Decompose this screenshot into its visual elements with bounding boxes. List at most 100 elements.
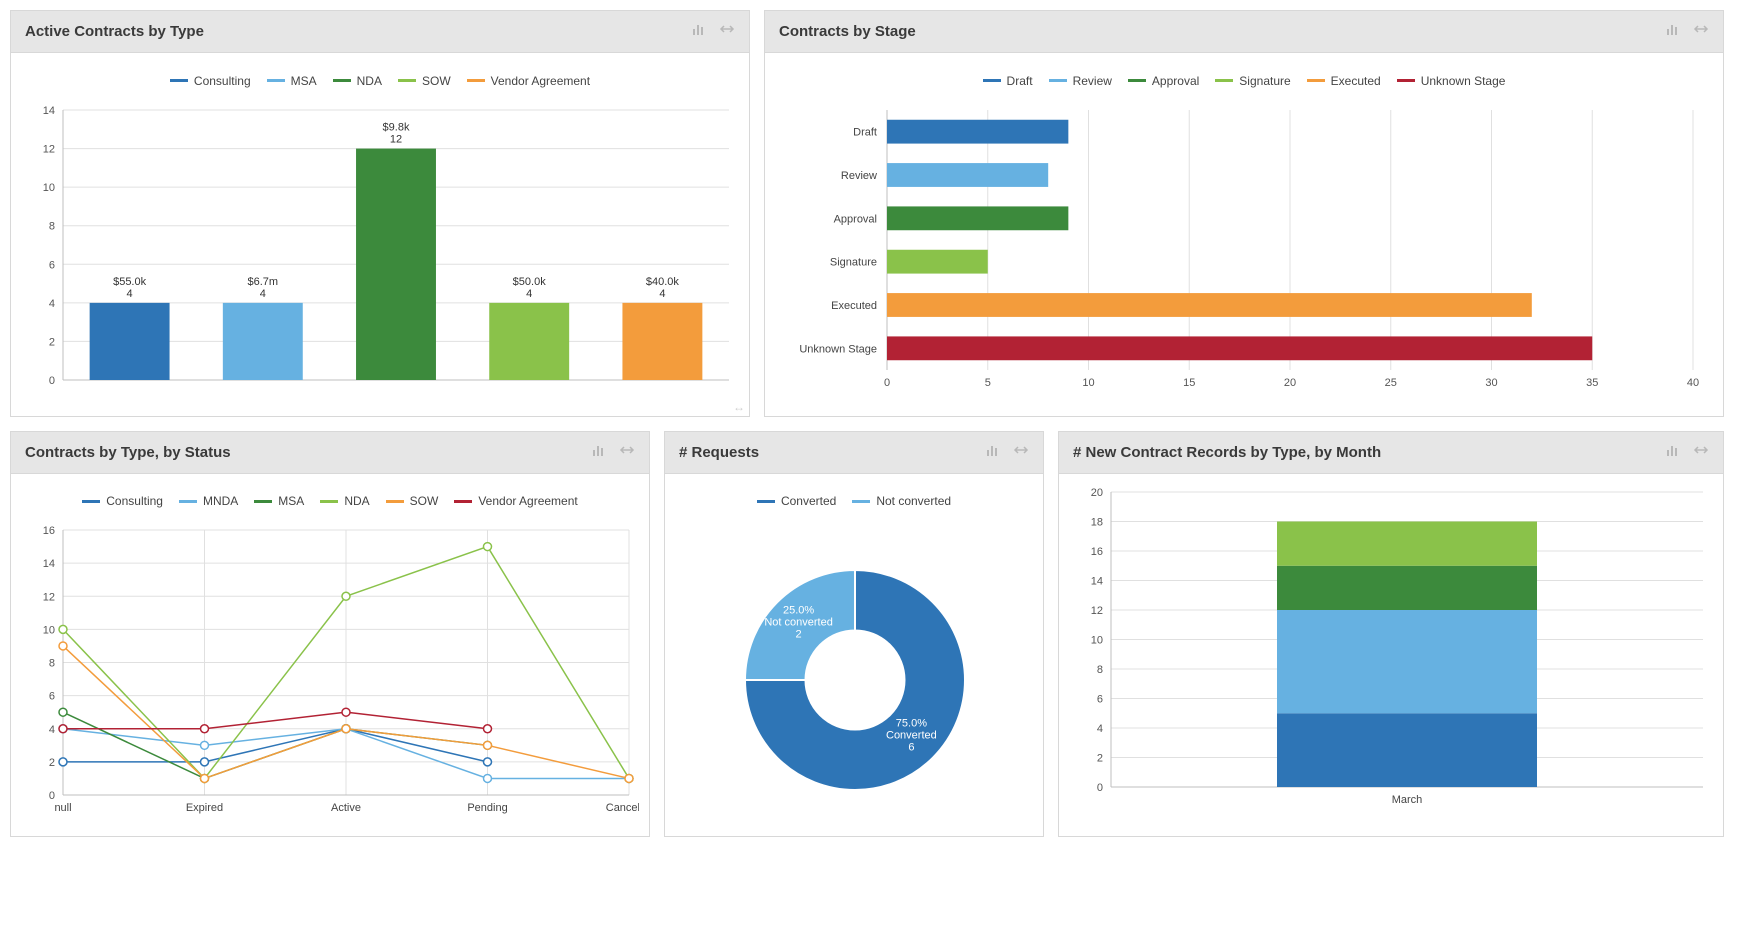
legend-label: Draft [1007, 74, 1033, 88]
svg-text:2: 2 [49, 757, 55, 769]
svg-text:Canceled: Canceled [606, 802, 639, 814]
legend-item[interactable]: NDA [333, 74, 382, 88]
svg-text:14: 14 [43, 105, 55, 117]
svg-text:$6.7m: $6.7m [248, 275, 279, 287]
legend-swatch [179, 500, 197, 503]
svg-text:10: 10 [43, 624, 55, 636]
panel-header: Contracts by Type, by Status [11, 432, 649, 474]
legend-item[interactable]: MSA [267, 74, 317, 88]
panel-toolbar [591, 442, 635, 463]
chart-icon[interactable] [985, 442, 1001, 463]
svg-text:4: 4 [127, 287, 133, 299]
stacked-bar-chart: 02468101214161820March [1071, 482, 1713, 812]
svg-text:25: 25 [1385, 377, 1397, 389]
legend-label: Approval [1152, 74, 1199, 88]
legend-item[interactable]: Approval [1128, 74, 1199, 88]
legend-label: NDA [357, 74, 382, 88]
expand-icon[interactable] [1693, 21, 1709, 42]
legend-item[interactable]: Converted [757, 494, 836, 508]
panel-body: ConsultingMSANDASOWVendor Agreement 0246… [11, 53, 749, 416]
panel-toolbar [1665, 21, 1709, 42]
legend-item[interactable]: Vendor Agreement [467, 74, 590, 88]
panel-contracts-by-stage: Contracts by Stage Draft Review Approval Si… [764, 10, 1724, 417]
chart-icon[interactable] [591, 442, 607, 463]
svg-text:16: 16 [43, 525, 55, 537]
svg-text:0: 0 [884, 377, 890, 389]
legend-item[interactable]: SOW [386, 494, 439, 508]
legend-item[interactable]: MNDA [179, 494, 238, 508]
legend-item[interactable]: Consulting [82, 494, 163, 508]
panel-header: Contracts by Stage [765, 11, 1723, 53]
legend-label: Vendor Agreement [478, 494, 577, 508]
svg-text:8: 8 [49, 220, 55, 232]
legend-label: Signature [1239, 74, 1290, 88]
expand-icon[interactable] [1693, 442, 1709, 463]
svg-text:8: 8 [1097, 664, 1103, 676]
legend-swatch [1307, 79, 1325, 82]
resize-icon[interactable]: ↔ [733, 400, 745, 414]
svg-text:10: 10 [43, 182, 55, 194]
chart-icon[interactable] [691, 21, 707, 42]
svg-text:Signature: Signature [830, 256, 877, 268]
svg-text:Expired: Expired [186, 802, 223, 814]
chart-icon[interactable] [1665, 21, 1681, 42]
legend-item[interactable]: Draft [983, 74, 1033, 88]
legend-item[interactable]: Review [1049, 74, 1112, 88]
svg-text:Active: Active [331, 802, 361, 814]
expand-icon[interactable] [619, 442, 635, 463]
chart-icon[interactable] [1665, 442, 1681, 463]
svg-text:20: 20 [1284, 377, 1296, 389]
svg-text:10: 10 [1082, 377, 1094, 389]
legend-item[interactable]: Not converted [852, 494, 951, 508]
svg-text:0: 0 [49, 790, 55, 802]
panel-title: Active Contracts by Type [25, 23, 204, 40]
panel-title: Contracts by Type, by Status [25, 444, 231, 461]
svg-text:6: 6 [49, 691, 55, 703]
legend-item[interactable]: Executed [1307, 74, 1381, 88]
svg-text:Not converted: Not converted [764, 617, 832, 629]
legend-swatch [1128, 79, 1146, 82]
legend-swatch [467, 79, 485, 82]
svg-text:Review: Review [841, 170, 877, 182]
expand-icon[interactable] [1013, 442, 1029, 463]
legend-label: SOW [422, 74, 451, 88]
panel-body: 02468101214161820March [1059, 474, 1723, 837]
svg-text:$50.0k: $50.0k [513, 275, 547, 287]
panel-header: # Requests [665, 432, 1043, 474]
panel-title: # Requests [679, 444, 759, 461]
legend-label: Not converted [876, 494, 951, 508]
legend-label: MSA [291, 74, 317, 88]
panel-active-contracts-by-type: Active Contracts by Type Consulting MSA ND… [10, 10, 750, 417]
svg-text:Draft: Draft [853, 126, 877, 138]
legend-swatch [852, 500, 870, 503]
legend-item[interactable]: Vendor Agreement [454, 494, 577, 508]
svg-text:March: March [1392, 794, 1423, 806]
svg-text:6: 6 [908, 741, 914, 753]
svg-text:0: 0 [1097, 782, 1103, 794]
svg-text:40: 40 [1687, 377, 1699, 389]
legend-item[interactable]: Unknown Stage [1397, 74, 1506, 88]
legend-swatch [1397, 79, 1415, 82]
legend-label: NDA [344, 494, 369, 508]
panel-body: ConvertedNot converted 75.0%Converted625… [665, 474, 1043, 837]
svg-text:$9.8k: $9.8k [383, 121, 410, 133]
legend-swatch [1215, 79, 1233, 82]
legend-item[interactable]: NDA [320, 494, 369, 508]
legend-swatch [983, 79, 1001, 82]
expand-icon[interactable] [719, 21, 735, 42]
legend-label: Consulting [194, 74, 251, 88]
svg-text:4: 4 [659, 287, 665, 299]
svg-text:20: 20 [1091, 487, 1103, 499]
svg-text:12: 12 [390, 133, 402, 145]
panel-header: # New Contract Records by Type, by Month [1059, 432, 1723, 474]
svg-text:4: 4 [526, 287, 532, 299]
panel-requests: # Requests ConvertedNot converted 75.0%C… [664, 431, 1044, 838]
legend-item[interactable]: SOW [398, 74, 451, 88]
svg-text:$40.0k: $40.0k [646, 275, 680, 287]
panel-title: Contracts by Stage [779, 23, 916, 40]
svg-text:14: 14 [1091, 575, 1103, 587]
legend-item[interactable]: MSA [254, 494, 304, 508]
svg-text:Pending: Pending [467, 802, 507, 814]
legend-item[interactable]: Signature [1215, 74, 1290, 88]
legend-item[interactable]: Consulting [170, 74, 251, 88]
